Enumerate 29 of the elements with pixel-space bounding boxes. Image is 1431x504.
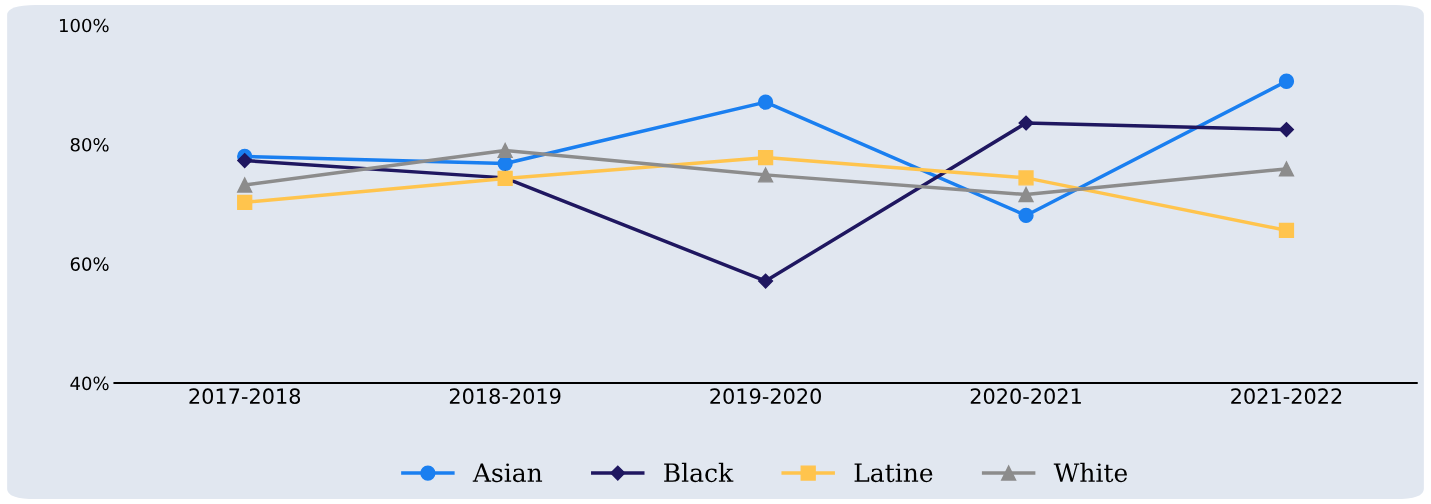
x-tick-label: 2018-2019 — [449, 388, 561, 405]
y-tick-label: 80% — [70, 137, 109, 152]
point — [1278, 73, 1295, 89]
point — [1018, 170, 1034, 186]
x-tick-label: 2020-2021 — [970, 388, 1081, 405]
point — [757, 167, 774, 183]
point — [1278, 161, 1295, 177]
y-tick-label: 40% — [70, 376, 109, 391]
point — [237, 153, 253, 169]
legend-label: White — [1053, 462, 1128, 483]
x-tick-label: 2021-2022 — [1231, 388, 1342, 405]
point — [757, 94, 774, 110]
point — [237, 194, 253, 210]
legend-label: Black — [664, 462, 734, 483]
legend-label: Asian — [472, 463, 543, 483]
x-tick-label: 2019-2020 — [710, 388, 821, 405]
point — [1278, 122, 1295, 138]
y-tick-label: 100% — [59, 18, 109, 33]
y-tick-label: 60% — [70, 257, 109, 271]
x-tick-label: 2017-2018 — [189, 388, 301, 405]
point — [1018, 186, 1034, 203]
point — [497, 142, 513, 159]
point — [1278, 222, 1295, 239]
point — [1018, 207, 1034, 224]
legend-label: Latine — [854, 463, 933, 483]
point — [757, 149, 774, 166]
point — [1018, 115, 1034, 131]
point — [237, 177, 253, 193]
point — [758, 273, 774, 289]
